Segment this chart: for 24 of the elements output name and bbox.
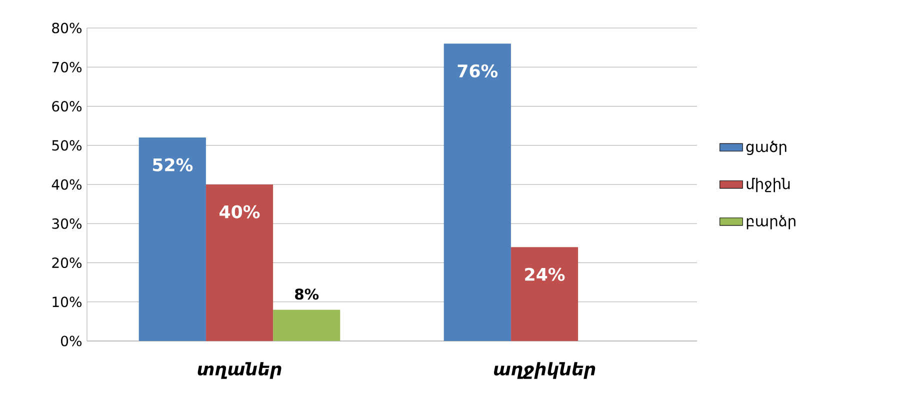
y-tick-label: 0% [61, 336, 82, 346]
data-label: 76% [458, 64, 498, 78]
legend-label: միջին [746, 178, 790, 192]
data-label: 52% [153, 158, 193, 172]
y-tick-label: 60% [52, 100, 82, 112]
bar [273, 310, 340, 341]
data-label: 24% [525, 268, 565, 281]
bar [138, 138, 206, 341]
y-tick-label: 10% [52, 296, 82, 308]
y-tick-label: 20% [52, 257, 82, 268]
bar [510, 247, 578, 341]
bar [206, 184, 274, 341]
y-tick-label: 80% [52, 22, 82, 34]
y-tick-label: 50% [52, 140, 82, 151]
bar [444, 44, 511, 341]
y-tick-label: 70% [52, 62, 82, 72]
data-label: 40% [220, 205, 260, 218]
legend-label: ցածր [746, 140, 786, 155]
y-tick-label: 40% [52, 179, 82, 190]
x-tick-label: աղջիկներ [494, 362, 596, 379]
data-label: 8% [295, 288, 319, 300]
legend-label: բարձր [746, 215, 796, 230]
y-tick-label: 30% [52, 218, 82, 229]
x-tick-label: տղաներ [198, 362, 282, 379]
